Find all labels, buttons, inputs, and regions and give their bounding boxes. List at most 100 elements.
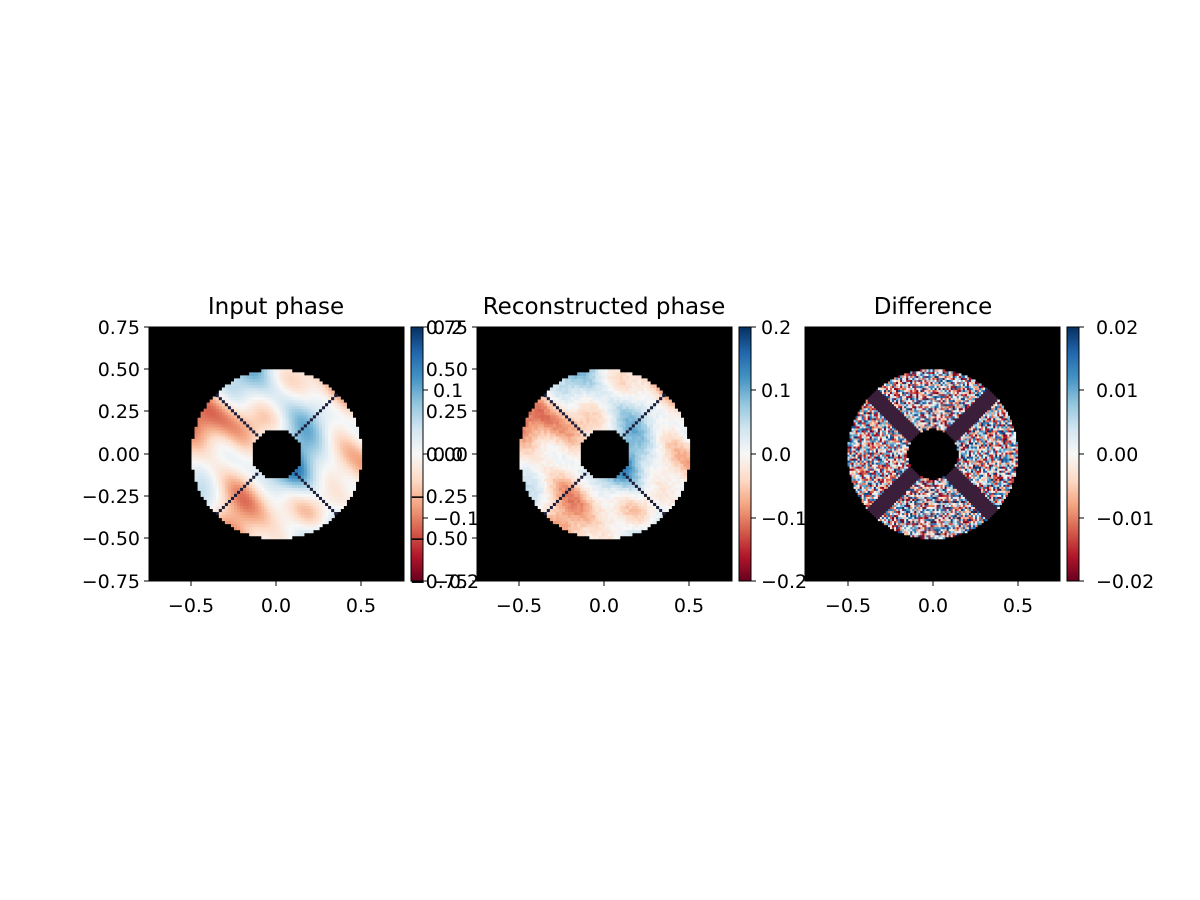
phase-cell xyxy=(234,381,238,386)
phase-cell xyxy=(656,487,660,491)
phase-cell xyxy=(519,460,524,464)
phase-cell xyxy=(589,535,593,540)
phase-cell xyxy=(312,417,317,422)
phase-cell xyxy=(237,387,241,392)
phase-cell xyxy=(531,475,536,479)
phase-cell xyxy=(656,444,660,449)
phase-cell xyxy=(640,478,645,482)
phase-cell xyxy=(200,444,205,449)
phase-cell xyxy=(300,484,305,488)
phase-cell xyxy=(319,517,323,522)
phase-cell xyxy=(686,463,691,467)
phase-cell xyxy=(328,454,332,458)
phase-cell xyxy=(531,457,536,461)
phase-cell xyxy=(640,417,645,422)
phase-cell xyxy=(234,423,238,428)
phase-cell xyxy=(309,457,314,461)
phase-cell xyxy=(325,472,329,476)
phase-cell xyxy=(622,396,627,401)
phase-cell xyxy=(861,488,865,491)
phase-cell xyxy=(650,441,654,446)
phase-cell xyxy=(273,511,278,516)
phase-cell xyxy=(643,381,648,386)
phase-cell xyxy=(300,438,305,443)
phase-cell xyxy=(653,432,657,437)
phase-cell xyxy=(595,532,600,537)
phase-cell xyxy=(337,463,341,467)
phase-cell xyxy=(637,390,642,395)
phase-cell xyxy=(647,523,651,528)
phase-cell xyxy=(288,387,293,392)
phase-cell xyxy=(306,505,311,510)
phase-cell xyxy=(285,408,290,413)
phase-cell xyxy=(325,475,329,479)
phase-cell xyxy=(243,460,247,464)
phase-cell xyxy=(319,511,323,516)
phase-cell xyxy=(668,502,672,506)
phase-cell xyxy=(604,405,609,410)
phase-cell xyxy=(865,433,869,437)
phase-cell xyxy=(343,432,347,437)
phase-cell xyxy=(312,423,317,428)
phase-cell xyxy=(237,475,241,479)
phase-cell xyxy=(613,405,618,410)
phase-cell xyxy=(249,408,253,413)
phase-cell xyxy=(258,478,262,482)
phase-cell xyxy=(863,425,867,429)
phase-cell xyxy=(297,481,302,485)
phase-cell xyxy=(607,511,612,516)
phase-cell xyxy=(546,417,551,422)
phase-cell xyxy=(197,444,202,449)
phase-cell xyxy=(227,484,232,488)
phase-cell xyxy=(197,454,202,458)
phase-cell xyxy=(234,517,238,522)
phase-cell xyxy=(252,411,256,416)
y-tick-label: 0.75 xyxy=(426,317,468,339)
phase-cell xyxy=(613,505,618,510)
phase-cell xyxy=(306,457,311,461)
phase-cell xyxy=(574,490,578,494)
phase-cell xyxy=(656,405,660,410)
phase-cell xyxy=(571,414,575,419)
phase-cell xyxy=(549,393,554,398)
phase-cell xyxy=(586,420,590,425)
phase-cell xyxy=(668,505,672,510)
phase-cell xyxy=(322,469,326,473)
phase-cell xyxy=(337,417,341,422)
phase-cell xyxy=(276,505,281,510)
phase-cell xyxy=(659,441,663,446)
phase-cell xyxy=(234,390,238,395)
phase-cell xyxy=(647,396,651,401)
phase-cell xyxy=(261,414,265,419)
phase-cell xyxy=(857,433,861,437)
phase-cell xyxy=(252,520,256,525)
phase-cell xyxy=(297,478,302,482)
phase-cell xyxy=(303,405,308,410)
phase-cell xyxy=(857,435,861,439)
phase-cell xyxy=(282,493,287,497)
phase-cell xyxy=(297,399,302,404)
phase-cell xyxy=(580,529,584,534)
phase-cell xyxy=(264,529,268,534)
phase-cell xyxy=(300,405,305,410)
phase-cell xyxy=(297,432,302,437)
phase-cell xyxy=(592,481,596,485)
phase-cell xyxy=(595,423,600,428)
phase-cell xyxy=(656,420,660,425)
phase-cell xyxy=(300,487,305,491)
phase-cell xyxy=(640,450,645,455)
phase-cell xyxy=(634,472,639,476)
phase-cell xyxy=(312,481,317,485)
phase-cell xyxy=(294,396,299,401)
phase-cell xyxy=(565,420,569,425)
phase-cell xyxy=(859,492,863,495)
phase-cell xyxy=(212,432,217,437)
phase-cell xyxy=(534,432,539,437)
phase-cell xyxy=(267,505,272,510)
phase-cell xyxy=(637,478,642,482)
phase-cell xyxy=(209,502,214,506)
phase-cell xyxy=(546,405,551,410)
phase-cell xyxy=(640,387,645,392)
phase-cell xyxy=(243,447,247,452)
phase-cell xyxy=(665,408,669,413)
